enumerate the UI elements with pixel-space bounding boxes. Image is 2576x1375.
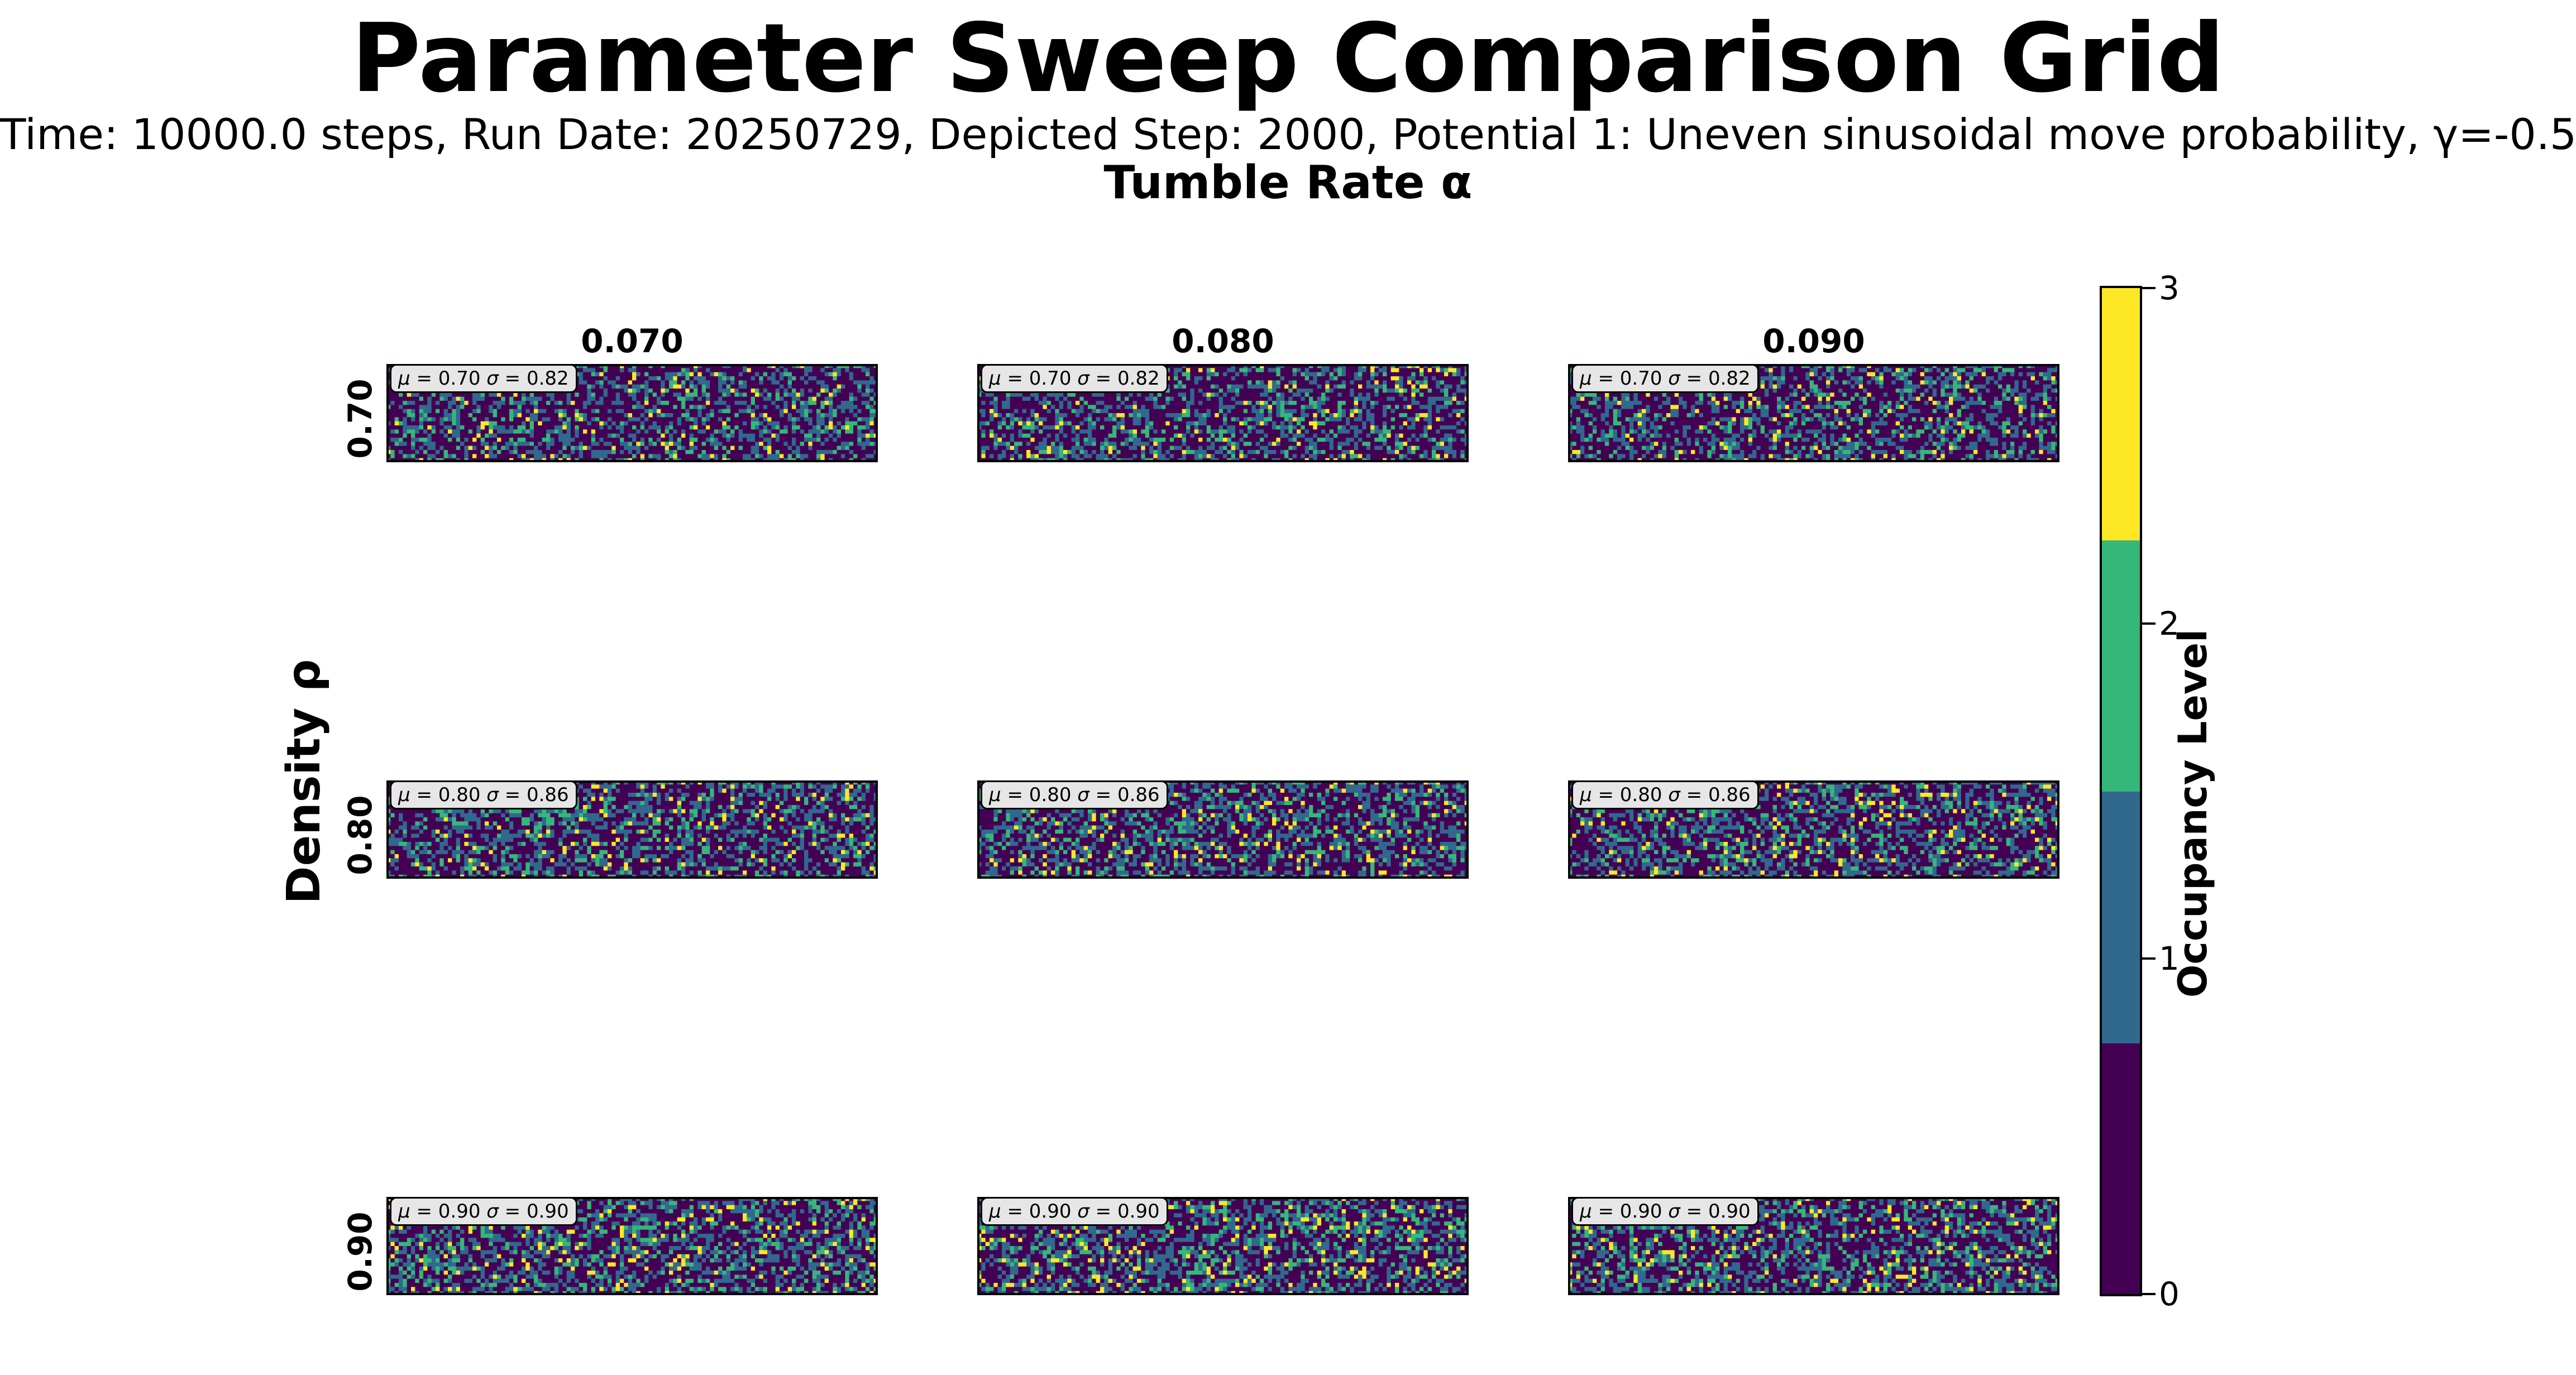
column-label: 0.070 — [386, 322, 878, 361]
column-label: 0.080 — [977, 322, 1469, 361]
colorbar-segment — [2102, 288, 2140, 540]
stats-annotation: μ = 0.90 σ = 0.90 — [1571, 1197, 1759, 1226]
colorbar-segment — [2102, 1042, 2140, 1294]
colorbar-tick — [2142, 622, 2156, 625]
stats-annotation: μ = 0.80 σ = 0.86 — [1571, 780, 1759, 809]
mean-value: 0.80 — [1029, 784, 1072, 806]
mean-value: 0.90 — [438, 1200, 481, 1223]
std-value: 0.82 — [1708, 367, 1751, 390]
mean-value: 0.70 — [438, 367, 481, 390]
heatmap-panel — [1568, 1197, 2059, 1295]
stats-annotation: μ = 0.90 σ = 0.90 — [390, 1197, 577, 1226]
colorbar-tick-label: 0 — [2159, 1277, 2180, 1311]
heatmap-panel — [1568, 780, 2059, 879]
std-value: 0.90 — [1708, 1200, 1751, 1223]
colorbar — [2100, 286, 2142, 1296]
mean-value: 0.90 — [1620, 1200, 1662, 1223]
stats-annotation: μ = 0.70 σ = 0.82 — [981, 364, 1168, 393]
stats-annotation: μ = 0.70 σ = 0.82 — [1571, 364, 1759, 393]
std-value: 0.86 — [1117, 784, 1160, 806]
colorbar-tick — [2142, 957, 2156, 960]
colorbar-tick-label: 1 — [2159, 942, 2180, 975]
chart-subtitle: Time: 10000.0 steps, Run Date: 20250729,… — [0, 109, 2576, 160]
colorbar-tick-label: 3 — [2159, 271, 2180, 305]
colorbar-segment — [2102, 539, 2140, 792]
colorbar-segment — [2102, 791, 2140, 1043]
heatmap-panel — [977, 1197, 1469, 1295]
mean-value: 0.80 — [1620, 784, 1662, 806]
std-value: 0.90 — [527, 1200, 569, 1223]
std-value: 0.82 — [527, 367, 569, 390]
stats-annotation: μ = 0.90 σ = 0.90 — [981, 1197, 1168, 1226]
std-value: 0.86 — [1708, 784, 1751, 806]
row-label: 0.70 — [341, 335, 380, 502]
stats-annotation: μ = 0.70 σ = 0.82 — [390, 364, 577, 393]
column-axis-label: Tumble Rate α — [0, 156, 2576, 210]
stats-annotation: μ = 0.80 σ = 0.86 — [390, 780, 577, 809]
row-axis-label: Density ρ — [276, 614, 332, 949]
mean-value: 0.90 — [1029, 1200, 1072, 1223]
mean-value: 0.80 — [438, 784, 481, 806]
std-value: 0.86 — [527, 784, 569, 806]
column-label: 0.090 — [1568, 322, 2059, 361]
mean-value: 0.70 — [1620, 367, 1662, 390]
colorbar-tick-label: 2 — [2159, 607, 2180, 640]
row-label: 0.90 — [341, 1168, 380, 1335]
stats-annotation: μ = 0.80 σ = 0.86 — [981, 780, 1168, 809]
chart-title: Parameter Sweep Comparison Grid — [0, 6, 2576, 112]
mean-value: 0.70 — [1029, 367, 1072, 390]
colorbar-tick — [2142, 1293, 2156, 1295]
std-value: 0.90 — [1117, 1200, 1160, 1223]
row-label: 0.80 — [341, 751, 380, 919]
std-value: 0.82 — [1117, 367, 1160, 390]
colorbar-tick — [2142, 287, 2156, 289]
